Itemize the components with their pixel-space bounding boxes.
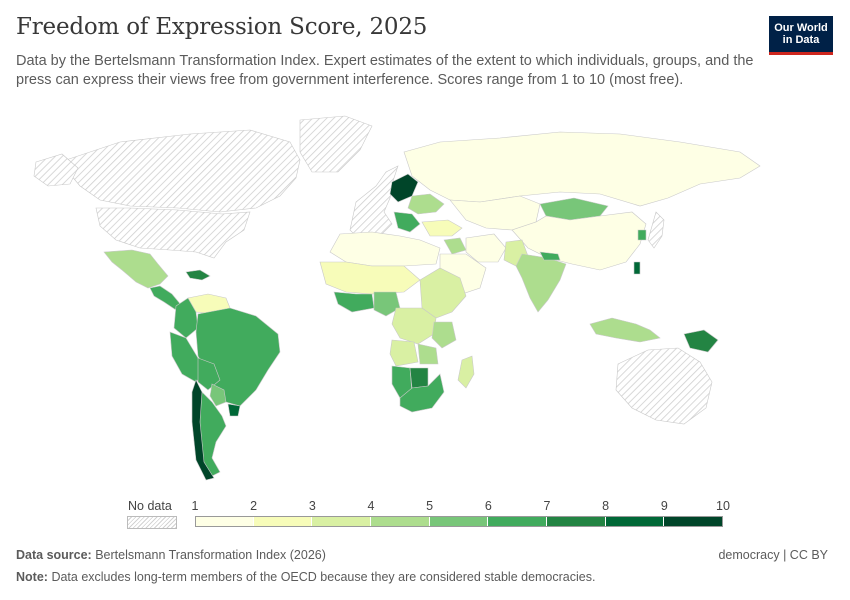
region-brazil[interactable]: Brazil: [195, 307, 281, 407]
chart-note: Note: Data excludes long-term members of…: [16, 570, 595, 584]
region-ghana-coastal-west-africa[interactable]: Ghana & coastal West Africa: [333, 291, 375, 313]
legend-bin-8: [605, 516, 665, 527]
region-paraguay[interactable]: Paraguay: [209, 383, 227, 407]
region-cuba[interactable]: Cuba: [185, 269, 211, 281]
region-north-africa[interactable]: North Africa: [329, 231, 441, 267]
region-balkans[interactable]: Balkans: [393, 211, 421, 233]
note-label: Note:: [16, 570, 48, 584]
logo-line-2: in Data: [782, 34, 820, 46]
legend-tick-9: 9: [660, 499, 668, 513]
legend-bin-3: [312, 516, 371, 527]
data-source-link[interactable]: Bertelsmann Transformation Index (2026): [95, 548, 326, 562]
data-source: Data source: Bertelsmann Transformation …: [16, 548, 326, 562]
region-nepal[interactable]: Nepal: [539, 251, 561, 261]
data-source-label: Data source:: [16, 548, 92, 562]
region-uruguay[interactable]: Uruguay: [227, 403, 241, 417]
region-turkey[interactable]: Turkey: [421, 219, 463, 237]
region-west-africa-sahel[interactable]: West Africa (Sahel): [319, 261, 421, 295]
legend-tick-7: 7: [543, 499, 551, 513]
region-south-korea[interactable]: South Korea: [637, 229, 647, 241]
region-western-europe-oecd-members[interactable]: Western Europe (OECD members): [349, 165, 399, 241]
chart-subtitle: Data by the Bertelsmann Transformation I…: [16, 53, 754, 88]
legend-tick-10: 10: [716, 499, 730, 513]
region-mexico[interactable]: Mexico: [103, 249, 169, 289]
region-ukraine[interactable]: Ukraine: [407, 193, 445, 215]
owid-logo[interactable]: Our World in Data: [769, 16, 833, 55]
legend-tick-3: 3: [308, 499, 316, 513]
legend-tick-2: 2: [250, 499, 258, 513]
logo-line-1: Our World: [774, 22, 828, 34]
legend-tick-1: 1: [191, 499, 199, 513]
region-russia[interactable]: Russia: [403, 131, 761, 207]
region-canada[interactable]: Canada: [59, 129, 301, 213]
legend-bin-7: [547, 516, 606, 527]
region-central-africa[interactable]: Central Africa: [391, 307, 437, 345]
region-india[interactable]: India: [515, 253, 567, 313]
region-greenland[interactable]: Greenland: [299, 115, 373, 173]
legend-bin-5: [429, 516, 489, 527]
region-botswana[interactable]: Botswana: [409, 367, 429, 389]
region-united-states[interactable]: United States: [95, 207, 251, 259]
legend-no-data-label: No data: [128, 499, 172, 513]
license-link[interactable]: democracy | CC BY: [718, 548, 828, 562]
legend-bin-6: [488, 516, 547, 527]
region-iraq[interactable]: Iraq: [443, 237, 467, 255]
region-papua-new-guinea[interactable]: Papua New Guinea: [683, 329, 719, 353]
region-south-africa[interactable]: South Africa: [399, 373, 445, 413]
region-angola[interactable]: Angola: [389, 339, 419, 367]
world-map[interactable]: GreenlandCanadaUnited States Alaska Wester…: [0, 112, 850, 492]
region-nigeria[interactable]: Nigeria: [373, 291, 401, 317]
legend-no-data-swatch: [127, 516, 177, 529]
region-chile[interactable]: Chile: [191, 379, 215, 481]
region-iran[interactable]: Iran: [465, 233, 507, 263]
legend-tick-6: 6: [484, 499, 492, 513]
legend-bin-2: [253, 516, 313, 527]
legend-tick-8: 8: [602, 499, 610, 513]
note-text: Data excludes long-term members of the O…: [51, 570, 596, 584]
region-tanzania[interactable]: Tanzania: [431, 321, 457, 349]
region-taiwan[interactable]: Taiwan: [633, 261, 641, 275]
region-australia[interactable]: Australia: [615, 347, 713, 425]
region-zambia[interactable]: Zambia: [417, 343, 439, 365]
region-alaska[interactable]: Alaska: [33, 153, 79, 187]
legend-bin-9: [664, 516, 723, 527]
region-madagascar[interactable]: Madagascar: [457, 355, 475, 389]
chart-title: Freedom of Expression Score, 2025: [16, 14, 428, 40]
legend-bin-1: [195, 516, 254, 527]
legend-bin-4: [371, 516, 430, 527]
color-legend: No data 1 2 3 4 5 6 7 8 9 10: [120, 496, 740, 536]
region-indonesia[interactable]: Indonesia: [589, 317, 661, 343]
legend-tick-4: 4: [367, 499, 375, 513]
region-japan[interactable]: Japan: [647, 211, 665, 249]
legend-tick-5: 5: [426, 499, 434, 513]
